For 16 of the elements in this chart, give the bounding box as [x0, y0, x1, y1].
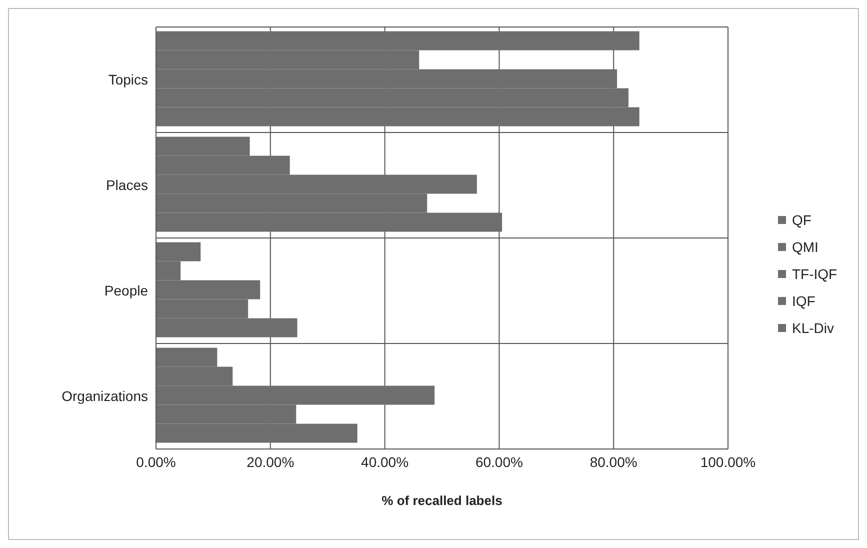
x-tick-label: 100.00% — [700, 454, 756, 470]
x-tick-label: 60.00% — [475, 454, 523, 470]
x-axis-title: % of recalled labels — [382, 493, 502, 508]
x-tick-label: 40.00% — [361, 454, 409, 470]
legend-label: IQF — [792, 293, 816, 309]
y-tick-label: Topics — [108, 72, 148, 88]
y-tick-label: People — [104, 282, 148, 299]
y-tick-label: Organizations — [62, 388, 148, 404]
y-tick-label: Places — [106, 177, 148, 194]
legend-label: TF-IQF — [792, 266, 838, 282]
legend-label: KL-Div — [792, 320, 834, 336]
legend-label: QF — [792, 212, 812, 228]
x-tick-label: 20.00% — [246, 454, 294, 470]
x-tick-label: 80.00% — [590, 454, 638, 470]
legend-label: QMI — [792, 239, 818, 255]
x-tick-label: 0.00% — [136, 454, 176, 470]
